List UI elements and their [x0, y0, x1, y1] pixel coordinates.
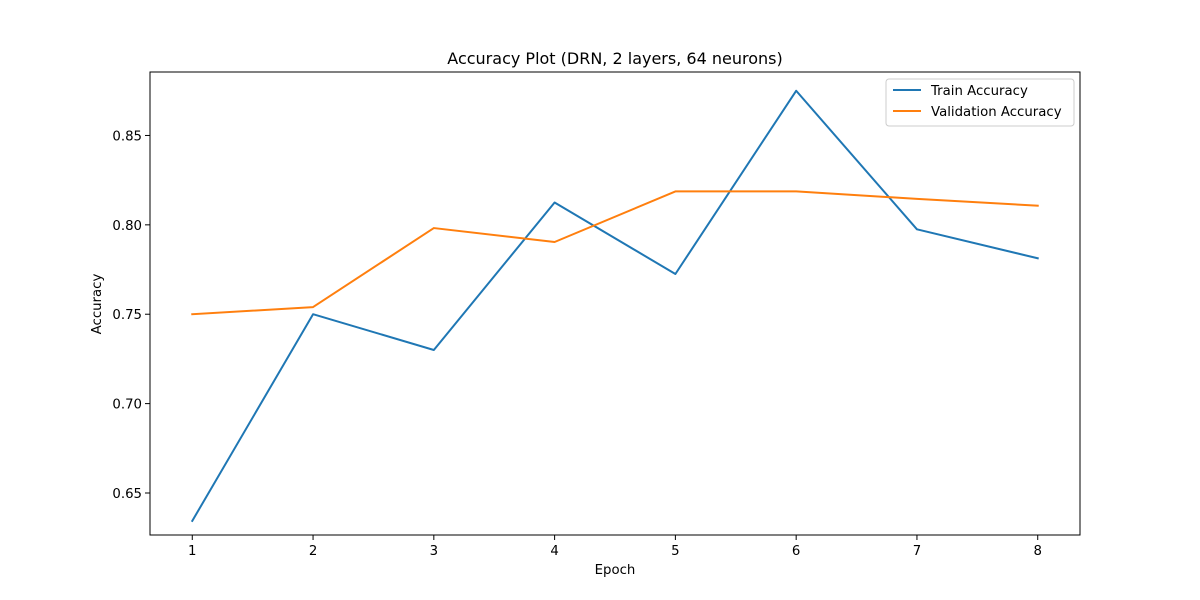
x-tick-label: 4: [550, 544, 558, 559]
y-tick-label: 0.85: [112, 129, 142, 144]
y-tick-label: 0.80: [112, 219, 142, 234]
x-tick-label: 7: [913, 544, 921, 559]
x-tick-label: 3: [430, 544, 438, 559]
legend: Train Accuracy Validation Accuracy: [885, 78, 1075, 127]
x-tick-label: 8: [1033, 544, 1041, 559]
validation-accuracy-line: [191, 190, 1039, 316]
legend-box: [885, 78, 1075, 127]
x-tick-label: 5: [671, 544, 679, 559]
plot-frame: [149, 71, 1081, 536]
train-accuracy-line: [190, 89, 1039, 523]
x-axis-title: Epoch: [595, 563, 636, 578]
x-tick-label: 6: [792, 544, 800, 559]
x-tick-label: 1: [188, 544, 196, 559]
legend-label-validation-accuracy: Validation Accuracy: [931, 105, 1062, 120]
x-axis: 1 2 3 4 5 6 7 8: [188, 535, 1042, 559]
x-tick-label: 2: [309, 544, 317, 559]
legend-label-train-accuracy: Train Accuracy: [930, 84, 1028, 99]
chart-title: Accuracy Plot (DRN, 2 layers, 64 neurons…: [447, 49, 782, 68]
y-tick-label: 0.70: [112, 398, 142, 413]
y-axis-title: Accuracy: [90, 274, 105, 335]
y-tick-label: 0.65: [112, 487, 142, 502]
y-tick-label: 0.75: [112, 308, 142, 323]
series-layer: [190, 89, 1039, 523]
y-axis: 0.65 0.70 0.75 0.80 0.85: [112, 129, 150, 502]
